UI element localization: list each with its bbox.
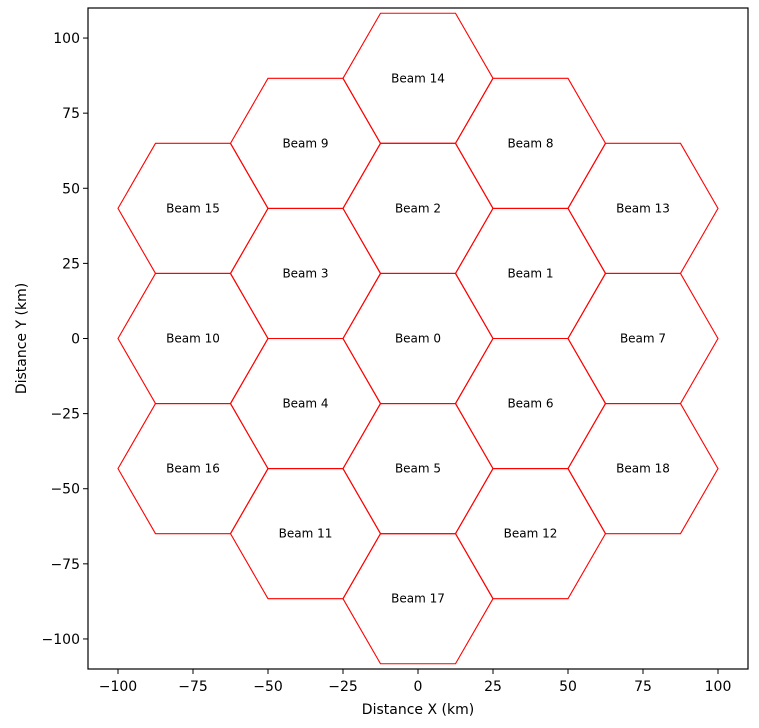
beam-hexagon xyxy=(342,12,494,144)
y-tick-label: 0 xyxy=(71,332,80,348)
y-tick-label: −100 xyxy=(42,632,80,648)
beam-label: Beam 12 xyxy=(504,527,558,541)
x-tick-label: −75 xyxy=(178,679,208,695)
beam-label: Beam 5 xyxy=(395,462,441,476)
x-tick-label: −50 xyxy=(253,679,283,695)
beam-label: Beam 18 xyxy=(616,462,670,476)
beam-hexagon xyxy=(567,402,719,535)
beam-hexagon xyxy=(342,533,494,665)
x-tick-label: 100 xyxy=(705,679,732,695)
beam-label: Beam 15 xyxy=(166,201,220,215)
beam-label: Beam 1 xyxy=(507,266,553,280)
beam-label: Beam 14 xyxy=(391,71,445,85)
x-tick-label: 75 xyxy=(634,679,652,695)
beam-label: Beam 6 xyxy=(507,397,553,411)
y-tick-label: 75 xyxy=(62,106,80,122)
x-tick-label: −25 xyxy=(328,679,358,695)
y-axis-label: Distance Y (km) xyxy=(14,283,30,394)
y-tick-label: 100 xyxy=(53,31,80,47)
y-tick-label: −50 xyxy=(50,482,80,498)
x-tick-label: 25 xyxy=(484,679,502,695)
x-tick-label: 0 xyxy=(414,679,423,695)
beam-hexagon xyxy=(117,142,269,275)
x-tick-label: 50 xyxy=(559,679,577,695)
beam-label: Beam 10 xyxy=(166,332,220,346)
x-tick-label: −100 xyxy=(99,679,137,695)
x-axis-ticks: −100 −75 −50 −25 0 25 50 75 100 xyxy=(99,669,732,695)
beam-label: Beam 0 xyxy=(395,332,441,346)
beam-label: Beam 4 xyxy=(282,397,328,411)
beam-label: Beam 16 xyxy=(166,462,220,476)
y-axis-ticks: −100 −75 −50 −25 0 25 50 75 100 xyxy=(42,31,88,648)
beam-label-layer: Beam 0 Beam 1 Beam 2 Beam 3 Beam 4 Beam 5 Beam… xyxy=(166,71,670,605)
beam-label: Beam 2 xyxy=(395,201,441,215)
beam-label: Beam 8 xyxy=(507,136,553,150)
y-tick-label: −75 xyxy=(50,557,80,573)
beam-label: Beam 11 xyxy=(279,527,333,541)
beam-label: Beam 3 xyxy=(282,266,328,280)
y-tick-label: 25 xyxy=(62,256,80,272)
beam-label: Beam 9 xyxy=(282,136,328,150)
x-axis-label: Distance X (km) xyxy=(362,702,474,718)
beam-label: Beam 13 xyxy=(616,201,670,215)
y-tick-label: −25 xyxy=(50,407,80,423)
beam-hexagon xyxy=(567,142,719,275)
y-tick-label: 50 xyxy=(62,181,80,197)
hex-layer xyxy=(117,12,719,665)
beam-hexagon xyxy=(117,402,269,535)
beam-label: Beam 17 xyxy=(391,592,445,606)
beam-label: Beam 7 xyxy=(620,332,666,346)
